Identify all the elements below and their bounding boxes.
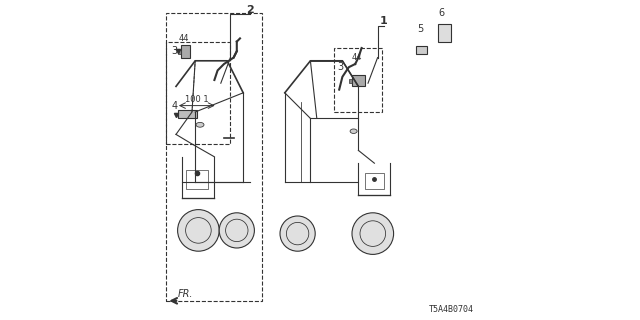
Text: 6: 6: [438, 8, 445, 18]
Bar: [178, 50, 180, 54]
Bar: [349, 79, 352, 83]
Bar: [181, 45, 191, 58]
Text: T5A4B0704: T5A4B0704: [429, 305, 474, 314]
Bar: [438, 24, 451, 42]
Circle shape: [178, 210, 220, 251]
Bar: [352, 75, 365, 86]
Circle shape: [280, 216, 316, 251]
Bar: [178, 110, 197, 118]
Bar: [416, 46, 428, 54]
Text: 4: 4: [172, 100, 177, 111]
Ellipse shape: [350, 129, 357, 133]
Circle shape: [219, 213, 255, 248]
Text: 1: 1: [380, 16, 388, 26]
Bar: [365, 173, 384, 189]
Text: 2: 2: [246, 4, 253, 15]
Text: 5: 5: [418, 24, 424, 34]
Text: 3: 3: [338, 62, 344, 72]
Circle shape: [352, 213, 394, 254]
Bar: [186, 170, 208, 189]
Text: FR.: FR.: [178, 289, 193, 299]
Text: 44: 44: [179, 34, 189, 43]
Text: 100 1: 100 1: [185, 95, 209, 104]
Text: 44: 44: [351, 53, 362, 62]
Text: 3: 3: [172, 46, 177, 56]
Ellipse shape: [196, 123, 204, 127]
